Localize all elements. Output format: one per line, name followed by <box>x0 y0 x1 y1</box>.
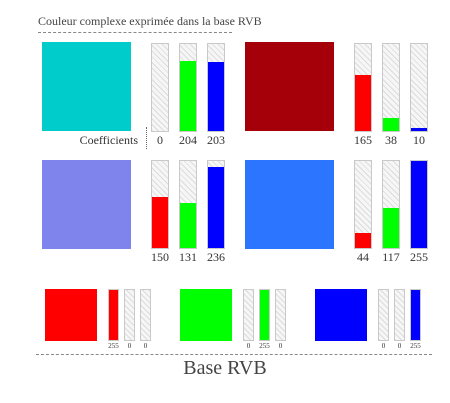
complex-3-blue-bar <box>410 160 428 249</box>
base-2-red-value: 0 <box>381 342 386 350</box>
page-title: Couleur complexe exprimée dans la base R… <box>38 14 262 28</box>
complex-2-red-fill <box>152 196 168 248</box>
footer-divider <box>36 354 432 355</box>
complex-2-red-bar <box>151 160 169 249</box>
base-0-green-bar <box>124 289 135 341</box>
base-0-blue-value: 0 <box>143 342 148 350</box>
complex-1-red-value: 165 <box>354 133 372 147</box>
base-2-green-value: 0 <box>397 342 402 350</box>
base-0-green-value: 0 <box>127 342 132 350</box>
base-1-red-value: 0 <box>246 342 251 350</box>
complex-2-blue-bar <box>207 160 225 249</box>
complex-3-red-fill <box>355 233 371 248</box>
complex-2-green-bar <box>179 160 197 249</box>
title-divider <box>38 32 232 33</box>
complex-2-red-value: 150 <box>151 250 169 264</box>
complex-2-blue-fill <box>208 167 224 248</box>
base-swatch-2 <box>315 289 367 341</box>
complex-3-red-value: 44 <box>357 250 369 264</box>
complex-1-red-fill <box>355 74 371 131</box>
complex-3-red-bar <box>354 160 372 249</box>
base-2-blue-fill <box>411 290 420 340</box>
complex-3-green-bar <box>382 160 400 249</box>
complex-3-blue-fill <box>411 161 427 248</box>
complex-0-green-fill <box>180 61 196 131</box>
complex-1-green-bar <box>382 43 400 132</box>
base-2-green-bar <box>394 289 405 341</box>
complex-1-red-bar <box>354 43 372 132</box>
complex-0-blue-fill <box>208 61 224 131</box>
base-1-blue-bar <box>275 289 286 341</box>
base-1-blue-value: 0 <box>278 342 283 350</box>
complex-1-blue-bar <box>410 43 428 132</box>
complex-1-blue-fill <box>411 127 427 131</box>
complex-1-blue-value: 10 <box>413 133 425 147</box>
base-1-red-bar <box>243 289 254 341</box>
base-0-red-value: 255 <box>108 342 119 350</box>
complex-swatch-0 <box>42 42 131 131</box>
complex-0-blue-bar <box>207 43 225 132</box>
complex-0-green-bar <box>179 43 197 132</box>
base-1-green-value: 255 <box>259 342 270 350</box>
footer-title: Base RVB <box>183 357 267 379</box>
complex-swatch-3 <box>245 160 334 249</box>
base-2-red-bar <box>378 289 389 341</box>
complex-swatch-2 <box>42 160 131 249</box>
complex-2-green-fill <box>180 203 196 248</box>
base-2-blue-bar <box>410 289 421 341</box>
base-swatch-0 <box>45 289 97 341</box>
complex-1-green-fill <box>383 118 399 131</box>
complex-0-green-value: 204 <box>179 133 197 147</box>
complex-swatch-1 <box>245 42 334 131</box>
base-1-green-fill <box>260 290 269 340</box>
base-0-red-fill <box>109 290 118 340</box>
complex-2-blue-value: 236 <box>207 250 225 264</box>
base-0-blue-bar <box>140 289 151 341</box>
coefficients-label: Coefficients <box>79 133 138 147</box>
complex-1-green-value: 38 <box>385 133 397 147</box>
base-swatch-1 <box>180 289 232 341</box>
complex-3-green-value: 117 <box>382 250 400 264</box>
complex-2-green-value: 131 <box>179 250 197 264</box>
complex-0-blue-value: 203 <box>207 133 225 147</box>
base-2-blue-value: 255 <box>410 342 421 350</box>
complex-3-blue-value: 255 <box>410 250 428 264</box>
complex-3-green-fill <box>383 208 399 248</box>
base-1-green-bar <box>259 289 270 341</box>
complex-0-red-value: 0 <box>157 133 163 147</box>
coefficients-separator <box>146 127 147 149</box>
complex-0-red-bar <box>151 43 169 132</box>
base-0-red-bar <box>108 289 119 341</box>
